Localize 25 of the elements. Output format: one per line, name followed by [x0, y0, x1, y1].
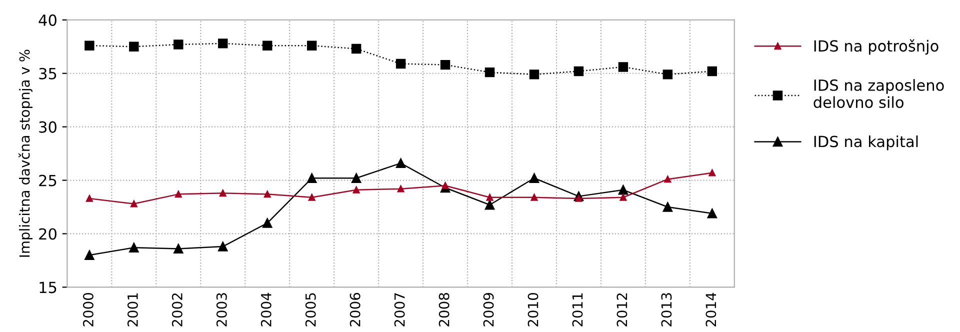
- x-tick-label: 2007: [394, 293, 405, 326]
- x-tick-label: 2008: [438, 292, 450, 326]
- y-tick-label: 25: [39, 174, 56, 186]
- y-tick-label: 15: [40, 282, 56, 294]
- x-tick-label: 2000: [82, 292, 94, 326]
- y-tick-label: 40: [38, 14, 56, 26]
- x-tick-label: 2010: [528, 292, 538, 326]
- legend-label: IDS na potrošnjo: [814, 39, 938, 55]
- legend-label: IDS na kapital: [814, 135, 918, 150]
- x-tick-label: 2012: [616, 293, 628, 326]
- x-tick-label: 2014: [706, 292, 716, 326]
- x-tick-label: 2009: [483, 293, 494, 326]
- x-tick-label: 2011: [572, 293, 583, 326]
- legend-label: IDS na zaposleno delovno silo: [814, 79, 944, 108]
- x-tick-label: 2001: [127, 293, 138, 326]
- x-tick-label: 2006: [350, 292, 360, 326]
- x-tick-label: 2013: [661, 293, 672, 326]
- x-tick-label: 2004: [260, 292, 272, 326]
- y-tick-label: 35: [39, 68, 56, 80]
- x-tick-label: 2002: [172, 293, 182, 326]
- x-tick-label: 2003: [216, 293, 227, 326]
- y-tick-label: 20: [39, 228, 56, 240]
- x-tick-label: 2005: [305, 293, 316, 326]
- y-tick-label: 30: [39, 121, 56, 133]
- y-axis-title: Implicitna davčna stopnja v %: [18, 50, 32, 257]
